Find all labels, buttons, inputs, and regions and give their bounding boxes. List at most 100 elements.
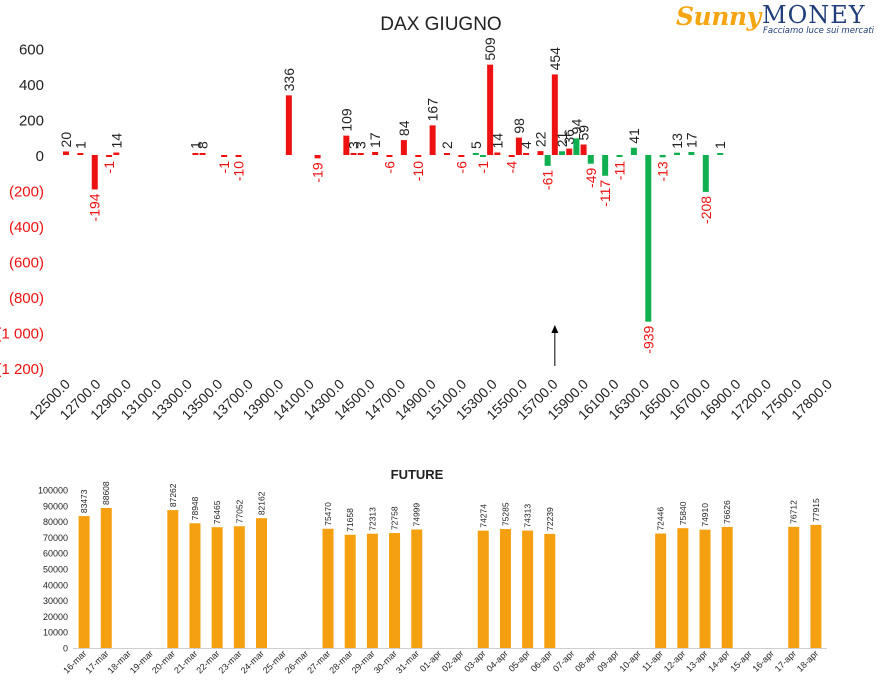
bar xyxy=(357,153,364,155)
x-tick-label: 28-mar xyxy=(327,648,354,675)
data-label: -6 xyxy=(453,161,469,174)
bar xyxy=(522,530,534,648)
data-label: 98 xyxy=(511,118,527,134)
data-label: -19 xyxy=(310,162,326,182)
data-label: 5 xyxy=(468,141,484,149)
bar xyxy=(344,534,356,648)
data-label: -208 xyxy=(698,196,714,224)
x-tick-label: 01-apr xyxy=(418,648,443,673)
x-tick-label: 22-mar xyxy=(194,648,221,675)
bar xyxy=(674,152,681,155)
data-label: 74910 xyxy=(700,503,710,527)
x-tick-label: 04-apr xyxy=(484,648,509,673)
data-label: -6 xyxy=(381,161,397,174)
data-label: 72758 xyxy=(390,506,400,530)
y-tick-label: 80000 xyxy=(43,517,68,527)
data-label: 454 xyxy=(547,47,563,71)
data-label: 509 xyxy=(482,37,498,61)
bar xyxy=(189,523,201,648)
x-tick-label: 31-mar xyxy=(394,648,421,675)
y-tick-label: (1 000) xyxy=(0,326,44,343)
data-label: 41 xyxy=(626,128,642,144)
data-label: -10 xyxy=(231,161,247,181)
x-tick-label: 16-apr xyxy=(751,648,776,673)
bar xyxy=(285,95,292,155)
data-label: 76712 xyxy=(789,500,799,524)
bar xyxy=(199,153,206,155)
x-tick-label: 17-apr xyxy=(773,648,798,673)
y-tick-label: 10000 xyxy=(43,628,68,638)
data-label: -1 xyxy=(475,161,491,174)
data-label: 22 xyxy=(532,131,548,147)
x-tick-label: 10-apr xyxy=(617,648,642,673)
bar xyxy=(100,507,112,648)
bar xyxy=(537,151,544,155)
y-tick-label: 60000 xyxy=(43,549,68,559)
bar xyxy=(350,153,357,155)
data-label: -117 xyxy=(597,180,613,207)
bar xyxy=(322,528,334,648)
x-tick-label: 25-mar xyxy=(261,648,288,675)
bar xyxy=(256,518,267,648)
data-label: 167 xyxy=(425,98,441,122)
data-label: -4 xyxy=(504,161,520,174)
y-tick-label: 400 xyxy=(19,77,44,94)
y-tick-label: 200 xyxy=(19,113,44,130)
data-label: 109 xyxy=(338,108,354,132)
bar xyxy=(699,529,711,648)
data-label: -13 xyxy=(655,161,671,181)
y-tick-label: (1 200) xyxy=(0,361,44,378)
bar xyxy=(544,155,551,166)
data-label: 1 xyxy=(187,141,203,149)
logo-brand-second: MONEY xyxy=(762,1,866,29)
y-tick-label: 50000 xyxy=(43,565,68,575)
data-label: 14 xyxy=(108,133,124,149)
data-label: 87262 xyxy=(168,483,178,507)
bar xyxy=(587,155,594,164)
bar xyxy=(580,144,587,155)
data-label: -61 xyxy=(540,170,556,190)
x-tick-label: 11-apr xyxy=(640,648,665,673)
y-tick-label: 30000 xyxy=(43,596,68,606)
data-label: 82162 xyxy=(257,491,267,515)
data-label: 17 xyxy=(683,132,699,148)
data-label: 75840 xyxy=(678,501,688,525)
bar xyxy=(487,64,494,155)
x-tick-label: 05-apr xyxy=(507,648,532,673)
data-label: 336 xyxy=(281,68,297,92)
y-tick-label: 100000 xyxy=(38,486,68,496)
data-label: 94 xyxy=(568,119,584,135)
bar xyxy=(788,526,800,648)
bar xyxy=(573,138,580,155)
chart-title: DAX GIUGNO xyxy=(380,14,501,35)
y-tick-label: 40000 xyxy=(43,580,68,590)
bar xyxy=(659,155,666,158)
data-label: 3 xyxy=(353,141,369,149)
x-tick-label: 18-mar xyxy=(106,648,133,675)
data-label: 83473 xyxy=(79,489,89,513)
x-tick-label: 06-apr xyxy=(529,648,554,673)
data-label: 78948 xyxy=(190,496,200,520)
bar xyxy=(77,153,84,155)
x-tick-label: 26-mar xyxy=(283,648,310,675)
data-label: -10 xyxy=(410,161,426,181)
bar xyxy=(411,529,423,648)
data-label: -194 xyxy=(87,193,103,221)
bar xyxy=(429,125,436,155)
bar xyxy=(78,516,90,648)
bar xyxy=(372,151,379,155)
data-label: 3 xyxy=(346,141,362,149)
bar xyxy=(389,533,401,648)
bar xyxy=(499,529,511,648)
y-tick-label: 20000 xyxy=(43,612,68,622)
x-tick-label: 24-mar xyxy=(239,648,266,675)
y-tick-label: 70000 xyxy=(43,533,68,543)
data-label: 74274 xyxy=(478,504,488,528)
bar xyxy=(810,524,822,648)
y-tick-label: 0 xyxy=(36,148,44,165)
data-label: 77915 xyxy=(811,498,821,522)
bar xyxy=(366,533,378,648)
y-tick-label: 90000 xyxy=(43,501,68,511)
y-tick-label: 0 xyxy=(63,644,68,654)
data-label: 1 xyxy=(712,141,728,149)
